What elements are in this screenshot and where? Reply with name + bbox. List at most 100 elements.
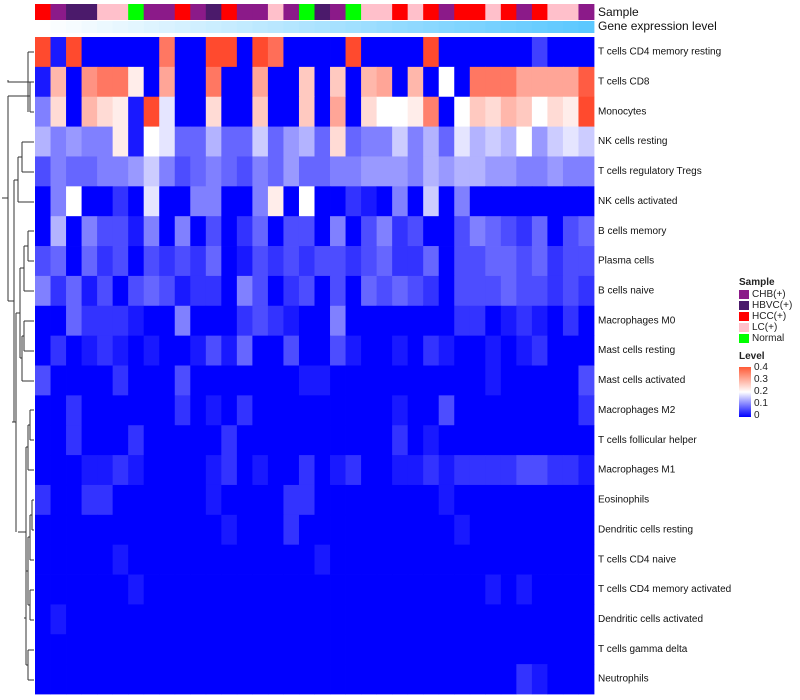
- heatmap-cell: [407, 514, 424, 546]
- heatmap-cell: [485, 66, 502, 98]
- heatmap-cell: [221, 126, 238, 157]
- heatmap-cell: [143, 574, 160, 605]
- heatmap-cell: [516, 425, 533, 456]
- heatmap-cell: [128, 484, 145, 516]
- heatmap-cell: [314, 664, 331, 695]
- heatmap-cell: [174, 156, 191, 187]
- heatmap-cell: [469, 216, 486, 247]
- heatmap-cell: [562, 365, 579, 396]
- sample-annotation-cell: [500, 4, 517, 20]
- heatmap-cell: [298, 305, 315, 337]
- heatmap-cell: [423, 66, 440, 98]
- heatmap-cell: [485, 365, 502, 396]
- heatmap-cell: [97, 305, 114, 337]
- heatmap-cell: [50, 275, 67, 307]
- heatmap-cell: [361, 216, 378, 247]
- heatmap-cell: [35, 186, 51, 217]
- heatmap-cell: [314, 425, 331, 456]
- heatmap-cell: [314, 365, 331, 396]
- heatmap-cell: [345, 395, 362, 426]
- heatmap-cell: [500, 37, 517, 68]
- heatmap-cell: [438, 425, 455, 456]
- heatmap-cell: [112, 574, 129, 605]
- heatmap-cell: [190, 604, 207, 635]
- heatmap-cell: [112, 365, 129, 396]
- heatmap-cell: [578, 544, 595, 575]
- heatmap-cell: [174, 335, 191, 366]
- heatmap-cell: [407, 544, 424, 575]
- heatmap-cell: [50, 634, 67, 665]
- level-tick: 0.3: [754, 374, 768, 385]
- heatmap-cell: [159, 186, 176, 217]
- heatmap-cell: [35, 216, 51, 247]
- heatmap-cell: [376, 634, 393, 665]
- sample-annotation-cell: [66, 4, 82, 20]
- heatmap-cell: [221, 514, 238, 546]
- sample-annotation-cell: [283, 4, 300, 20]
- heatmap-cell: [562, 37, 579, 68]
- expression-level-cell: [314, 21, 331, 33]
- heatmap-cell: [516, 216, 533, 247]
- heatmap-cell: [438, 96, 455, 127]
- heatmap-cell: [283, 484, 300, 516]
- heatmap-cell: [485, 604, 502, 635]
- heatmap-cell: [283, 126, 300, 157]
- heatmap-cell: [376, 275, 393, 307]
- heatmap-cell: [361, 335, 378, 366]
- heatmap-cell: [35, 634, 51, 665]
- heatmap-cell: [500, 365, 517, 396]
- heatmap-cell: [547, 365, 564, 396]
- heatmap-cell: [66, 544, 82, 575]
- heatmap-cell: [97, 365, 114, 396]
- heatmap-cell: [221, 335, 238, 366]
- heatmap-cell: [516, 604, 533, 635]
- heatmap-cell: [128, 634, 145, 665]
- heatmap-cell: [50, 514, 67, 546]
- heatmap-cell: [35, 246, 51, 277]
- heatmap-cell: [267, 96, 284, 127]
- heatmap-cell: [547, 455, 564, 486]
- heatmap-cell: [361, 544, 378, 575]
- heatmap-cell: [547, 96, 564, 127]
- heatmap-cell: [143, 634, 160, 665]
- heatmap-cell: [438, 126, 455, 157]
- heatmap-cell: [159, 126, 176, 157]
- heatmap-cell: [469, 246, 486, 277]
- heatmap-cell: [221, 37, 238, 68]
- heatmap-cell: [252, 574, 269, 605]
- heatmap-cell: [531, 574, 548, 605]
- heatmap-cell: [112, 216, 129, 247]
- heatmap-cell: [81, 126, 98, 157]
- heatmap-cell: [81, 395, 98, 426]
- heatmap-cell: [485, 216, 502, 247]
- heatmap-cell: [35, 514, 51, 546]
- heatmap-cell: [190, 275, 207, 307]
- heatmap-cell: [66, 365, 82, 396]
- sample-legend-label: Normal: [752, 333, 785, 344]
- heatmap-cell: [97, 425, 114, 456]
- heatmap-cell: [143, 365, 160, 396]
- heatmap-cell: [485, 544, 502, 575]
- heatmap-cell: [407, 455, 424, 486]
- sample-annotation-cell: [174, 4, 191, 20]
- heatmap-cell: [50, 156, 67, 187]
- heatmap-cell: [485, 305, 502, 337]
- expression-level-cell: [298, 21, 315, 33]
- heatmap-cell: [50, 246, 67, 277]
- heatmap-cell: [221, 455, 238, 486]
- heatmap-cell: [81, 455, 98, 486]
- heatmap-cell: [547, 395, 564, 426]
- heatmap-cell: [547, 574, 564, 605]
- heatmap-cell: [221, 156, 238, 187]
- heatmap-cell: [236, 66, 253, 98]
- heatmap-cell: [454, 455, 471, 486]
- heatmap-cell: [516, 574, 533, 605]
- heatmap-cell: [298, 365, 315, 396]
- heatmap-cell: [128, 37, 145, 68]
- heatmap-cell: [236, 275, 253, 307]
- heatmap-cell: [50, 664, 67, 695]
- heatmap-cell: [159, 96, 176, 127]
- heatmap-cell: [578, 126, 595, 157]
- heatmap-cell: [345, 66, 362, 98]
- heatmap-cell: [66, 664, 82, 695]
